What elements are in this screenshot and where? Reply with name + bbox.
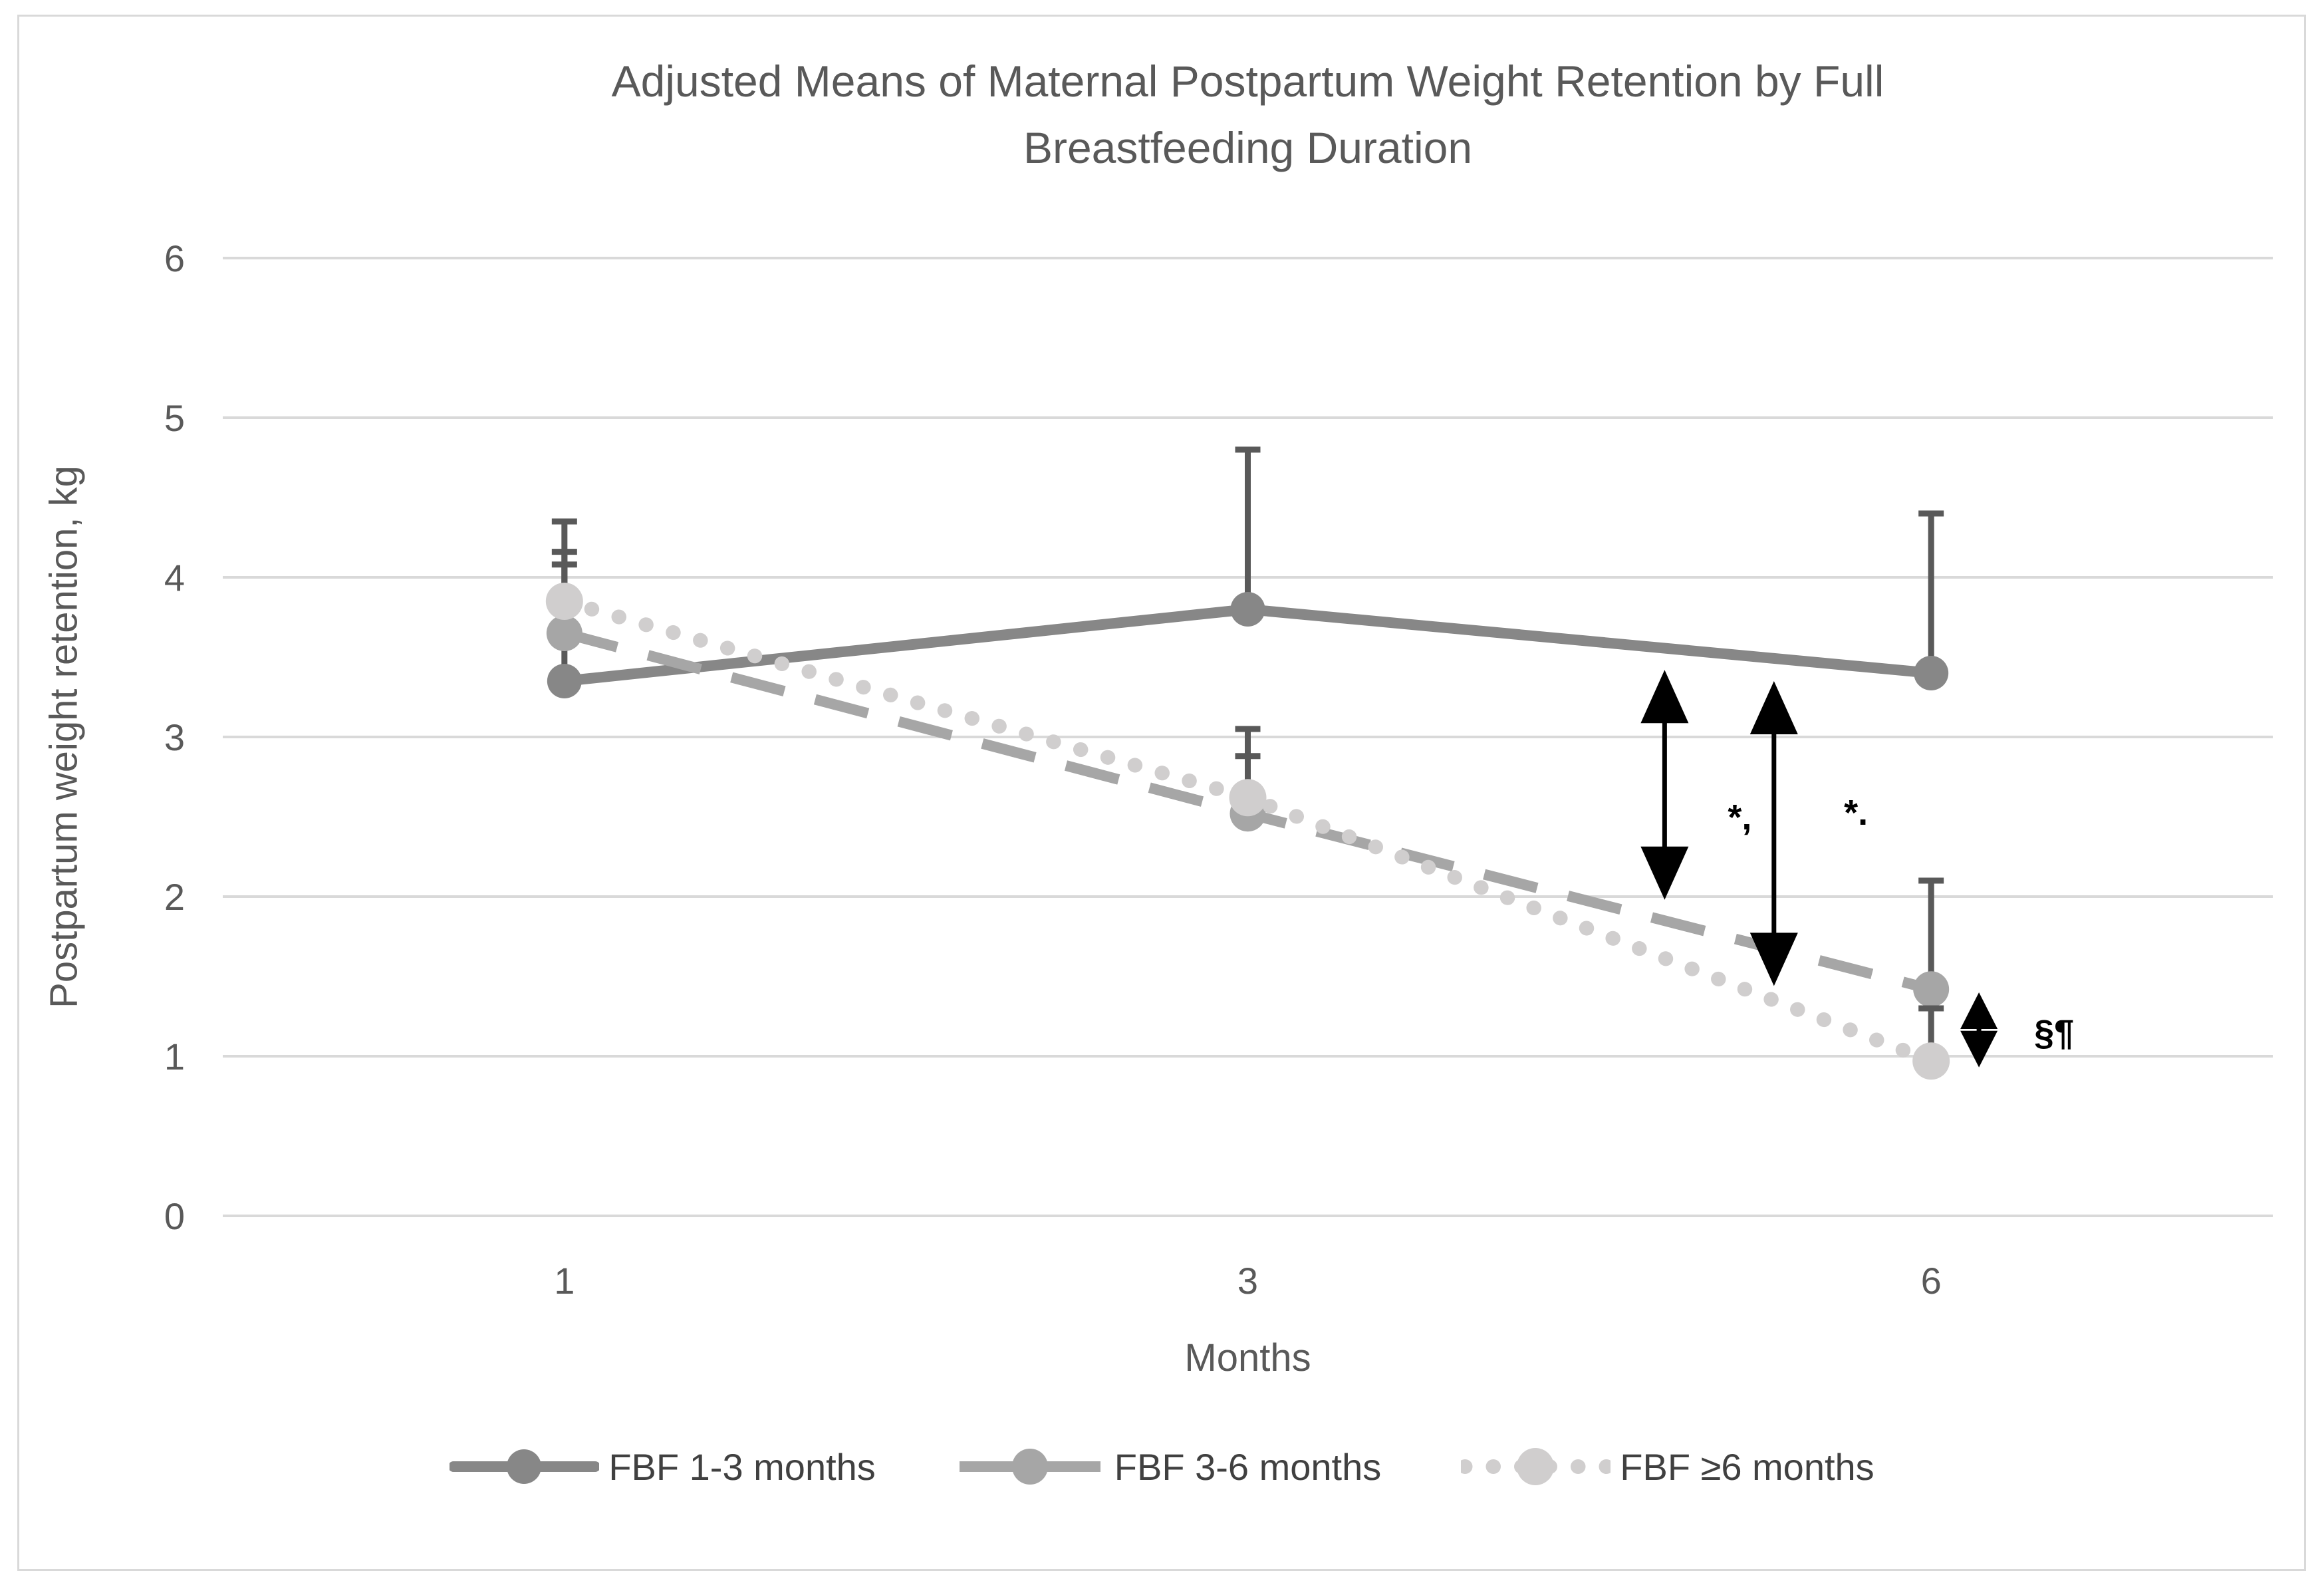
legend-marker-icon [507, 1449, 542, 1484]
x-tick-label: 3 [1237, 1260, 1258, 1302]
data-point-marker [1912, 1042, 1950, 1080]
data-point-marker [1913, 971, 1950, 1008]
significance-label: *. [1844, 793, 1868, 833]
chart-title-line2: Breastfeeding Duration [1023, 123, 1473, 172]
x-tick-label: 1 [554, 1260, 575, 1302]
legend-swatch-dotted [1461, 1448, 1611, 1485]
y-tick-label: 1 [164, 1036, 185, 1078]
data-point-marker [1914, 656, 1949, 690]
annotations: *, *. §¶ [1640, 670, 2074, 1068]
arrow-head-up-icon [1960, 992, 1998, 1029]
arrow-head-down-icon [1960, 1030, 1998, 1068]
chart-title: Adjusted Means of Maternal Postpartum We… [223, 48, 2273, 181]
chart-title-line1: Adjusted Means of Maternal Postpartum We… [611, 57, 1884, 106]
legend-item: FBF ≥6 months [1461, 1443, 1874, 1490]
x-tick-label: 6 [1921, 1260, 1942, 1302]
significance-label: §¶ [2034, 1013, 2074, 1053]
legend-item: FBF 1-3 months [450, 1443, 876, 1490]
x-tick-labels: 1 3 6 [554, 1260, 1941, 1302]
arrow-head-down-icon [1749, 933, 1798, 986]
y-tick-label: 4 [164, 557, 185, 599]
arrow-head-up-icon [1749, 681, 1798, 734]
legend-swatch-dashed [959, 1449, 1101, 1485]
legend-marker-icon [1517, 1448, 1555, 1485]
legend-swatch-solid [450, 1449, 600, 1484]
data-point-marker [547, 664, 582, 698]
arrow-head-down-icon [1640, 846, 1689, 900]
y-tick-label: 6 [164, 237, 185, 279]
significance-label: *, [1728, 797, 1751, 837]
y-tick-label: 3 [164, 716, 185, 758]
legend: FBF 1-3 months FBF 3-6 months FBF ≥6 month… [0, 1443, 2324, 1490]
data-point-marker [545, 583, 583, 620]
series-fbf-1-3-months [547, 446, 1949, 698]
x-axis-title: Months [1184, 1336, 1311, 1379]
y-tick-label: 5 [164, 397, 185, 439]
legend-item-label: FBF ≥6 months [1620, 1445, 1874, 1488]
data-point-marker [546, 615, 582, 651]
legend-item-label: FBF 3-6 months [1114, 1445, 1382, 1488]
y-tick-label: 2 [164, 876, 185, 918]
y-tick-labels: 0 1 2 3 4 5 6 [164, 237, 185, 1237]
data-point-marker [1229, 779, 1267, 817]
legend-item-label: FBF 1-3 months [608, 1445, 876, 1488]
y-tick-label: 0 [164, 1195, 185, 1237]
legend-marker-icon [1011, 1449, 1048, 1485]
arrow-head-up-icon [1640, 670, 1689, 724]
legend-item: FBF 3-6 months [956, 1443, 1381, 1490]
data-point-marker [1230, 592, 1265, 627]
series-fbf-≥6-months [545, 549, 1950, 1080]
